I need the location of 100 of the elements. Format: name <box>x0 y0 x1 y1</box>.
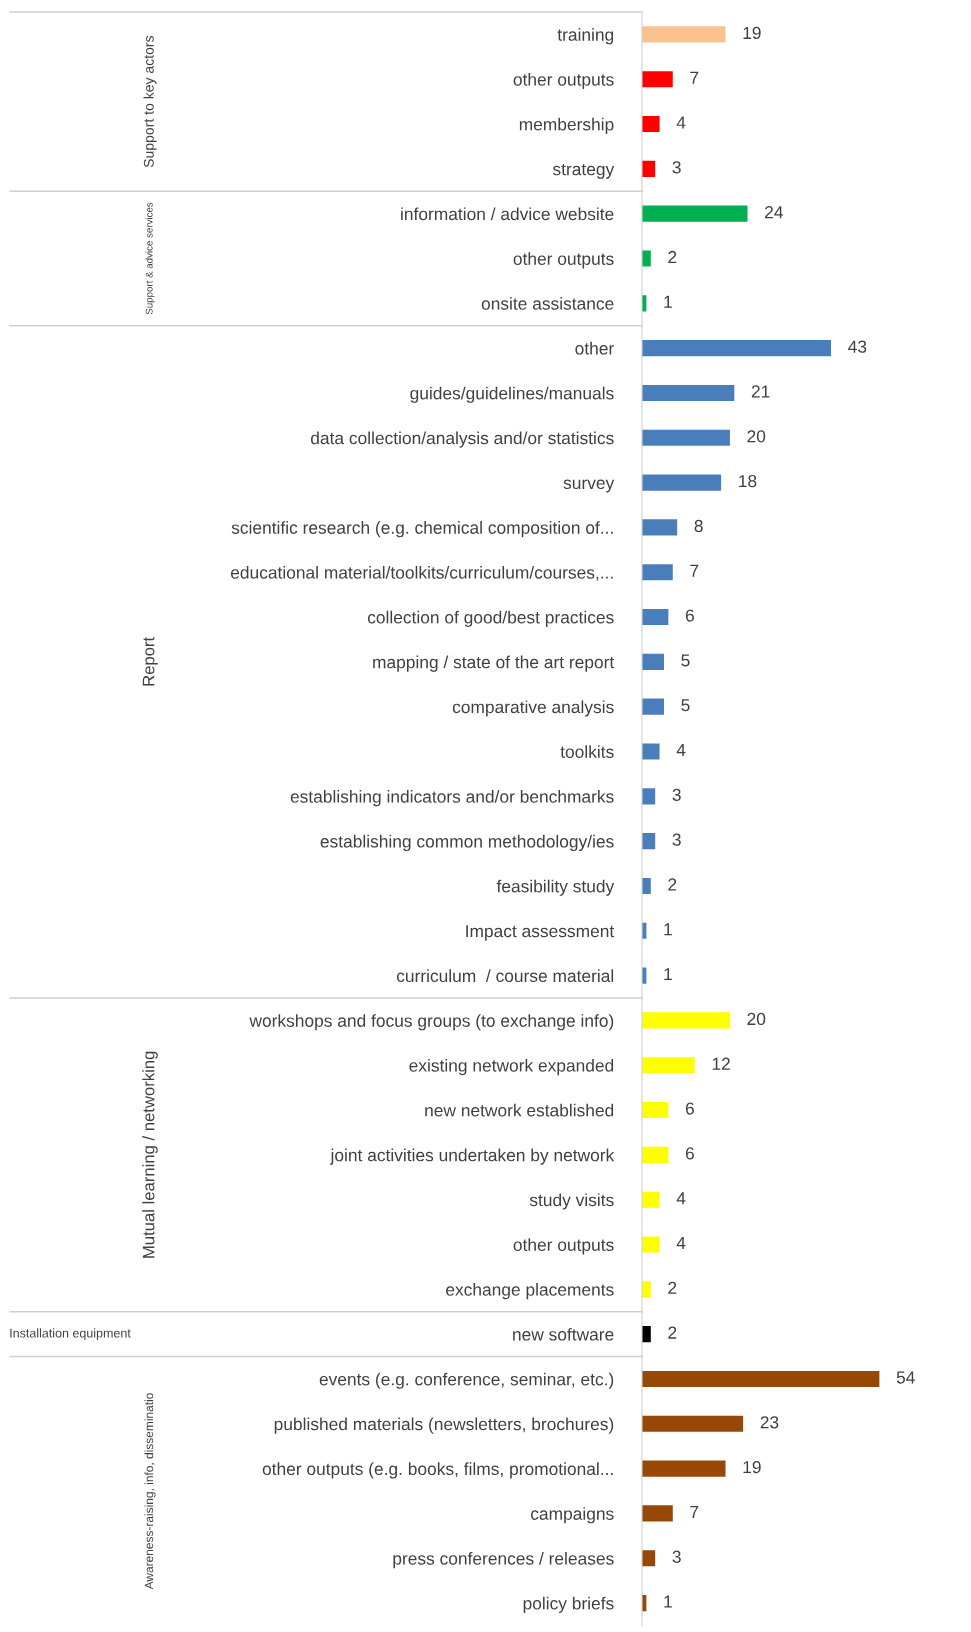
bar <box>642 71 673 88</box>
bar <box>642 743 660 760</box>
bar <box>642 1236 660 1253</box>
bar <box>642 1460 726 1477</box>
bar <box>642 384 735 402</box>
data-label: 3 <box>672 1550 681 1563</box>
data-label: 6 <box>685 609 694 622</box>
bar <box>642 1281 651 1298</box>
data-label: 20 <box>747 430 766 443</box>
data-label: 19 <box>743 1460 761 1474</box>
data-label: 43 <box>848 340 867 353</box>
y-axis-title: Support & advice services <box>145 202 155 315</box>
y-tick-label: Impact assessment <box>466 925 615 941</box>
y-tick-label: establishing common methodology/ies <box>320 834 614 852</box>
data-label: 1 <box>664 1595 672 1608</box>
data-label: 21 <box>751 385 770 398</box>
y-tick-label: mapping / state of the art report <box>373 655 615 672</box>
y-tick-label: existing network expanded <box>409 1058 614 1076</box>
y-tick-label: new software <box>513 1327 614 1341</box>
y-tick-label: strategy <box>552 163 615 179</box>
bar <box>642 877 651 895</box>
y-axis-title: Support to key actors <box>143 35 157 168</box>
y-tick-label: scientific research (e.g. chemical composition of... <box>231 521 613 538</box>
data-label: 12 <box>712 1057 730 1070</box>
data-label: 20 <box>747 1012 766 1026</box>
y-tick-label: study visits <box>529 1193 614 1210</box>
y-tick-label: educational material/toolkits/curriculum/courses,... <box>230 565 613 581</box>
data-label: 7 <box>690 564 699 577</box>
y-tick-label: other outputs <box>513 252 614 269</box>
y-tick-label: new network established <box>425 1103 614 1117</box>
data-label: 3 <box>672 161 681 174</box>
data-label: 23 <box>760 1416 779 1429</box>
y-tick-label: training <box>557 28 614 45</box>
data-label: 6 <box>685 1147 694 1160</box>
data-label: 7 <box>690 1505 699 1518</box>
y-tick-label: membership <box>519 117 614 134</box>
y-tick-label: establishing indicators and/or benchmarks <box>290 790 614 807</box>
y-tick-label: published materials (newsletters, brochures) <box>274 1417 614 1434</box>
y-axis-title: Mutual learning / networking <box>142 1051 158 1258</box>
data-label: 18 <box>739 474 757 488</box>
data-label: 2 <box>668 1326 677 1339</box>
y-tick-label: survey <box>563 479 615 493</box>
y-tick-label: data collection/analysis and/or statistics <box>311 431 614 448</box>
bar <box>642 340 832 357</box>
y-tick-label: other outputs (e.g. books, films, promotional... <box>262 1462 613 1479</box>
data-label: 4 <box>676 1192 686 1205</box>
bar <box>642 788 656 805</box>
data-label: 3 <box>672 833 681 846</box>
bar <box>642 160 656 177</box>
bar <box>642 564 673 581</box>
y-tick-label: toolkits <box>560 745 614 758</box>
y-tick-label: joint activities undertaken by network <box>330 1148 615 1165</box>
y-tick-label: exchange placements <box>446 1283 614 1300</box>
data-label: 54 <box>896 1371 915 1384</box>
bar <box>642 1550 656 1567</box>
data-label: 1 <box>664 295 672 308</box>
bar <box>642 115 660 133</box>
y-tick-label: collection of good/best practices <box>367 610 614 627</box>
data-label: 5 <box>681 654 690 667</box>
y-tick-label: press conferences / releases <box>393 1551 614 1569</box>
bar <box>642 1370 880 1388</box>
data-label: 19 <box>743 26 761 40</box>
data-label: 24 <box>765 206 783 219</box>
bar <box>642 653 664 670</box>
y-tick-label: campaigns <box>531 1507 614 1524</box>
bar <box>642 1191 660 1208</box>
data-label: 3 <box>672 788 681 801</box>
bar <box>642 1012 730 1029</box>
data-label: 2 <box>668 878 677 891</box>
bar <box>642 26 726 43</box>
y-tick-label: information / advice website <box>401 207 614 221</box>
y-axis-title: Awareness-raising, info, disseminatio <box>144 1393 156 1590</box>
bar <box>642 1146 669 1163</box>
y-axis-title: Installation equipment <box>10 1328 131 1340</box>
y-tick-label: curriculum / course material <box>396 969 614 983</box>
y-tick-label: other outputs <box>513 1238 614 1255</box>
bar <box>642 608 669 626</box>
data-label: 2 <box>668 250 677 263</box>
y-tick-label: policy briefs <box>523 1596 614 1613</box>
data-label: 4 <box>676 744 686 756</box>
y-tick-label: onsite assistance <box>481 297 614 310</box>
bar <box>642 698 664 715</box>
data-label: 8 <box>694 519 703 533</box>
data-label: 4 <box>676 116 686 129</box>
data-label: 7 <box>690 71 699 84</box>
bar <box>642 1057 695 1074</box>
y-tick-label: events (e.g. conference, seminar, etc.) <box>319 1372 614 1389</box>
y-tick-label: other <box>575 341 614 355</box>
y-tick-label: feasibility study <box>496 879 615 896</box>
bar <box>642 1415 744 1432</box>
bar <box>642 1101 669 1119</box>
data-label: 1 <box>664 968 672 981</box>
data-label: 5 <box>681 699 690 712</box>
y-tick-label: other outputs <box>513 72 614 90</box>
y-tick-label: guides/guidelines/manuals <box>410 386 614 403</box>
y-tick-label: comparative analysis <box>452 700 614 717</box>
bar <box>642 833 656 850</box>
data-label: 2 <box>668 1281 677 1294</box>
y-tick-label: workshops and focus groups (to exchange info) <box>249 1014 614 1031</box>
data-label: 4 <box>676 1237 686 1249</box>
